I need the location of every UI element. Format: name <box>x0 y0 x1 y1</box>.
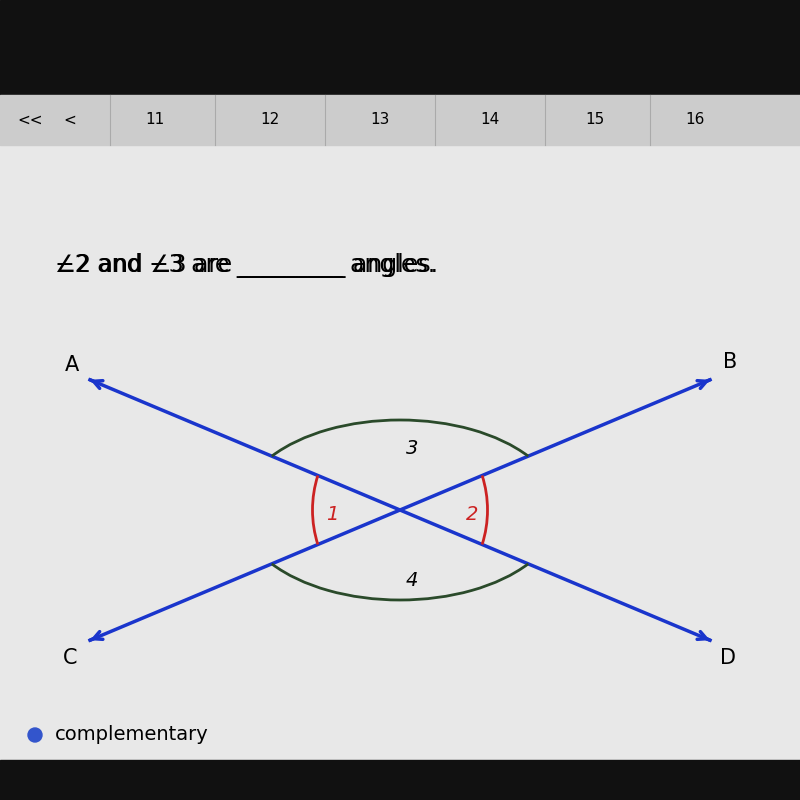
Circle shape <box>28 728 42 742</box>
Text: A: A <box>65 355 79 374</box>
Text: <<: << <box>18 113 42 127</box>
Text: −2 and −3 are _________ angles.: −2 and −3 are _________ angles. <box>55 253 435 278</box>
Text: 2: 2 <box>466 506 478 525</box>
Text: 1: 1 <box>326 506 338 525</box>
Text: B: B <box>723 352 737 372</box>
Bar <box>0 0 800 95</box>
Text: 12: 12 <box>260 113 280 127</box>
Text: 11: 11 <box>146 113 165 127</box>
Bar <box>0 760 800 800</box>
Text: <: < <box>64 113 76 127</box>
Text: 13: 13 <box>370 113 390 127</box>
Text: 15: 15 <box>586 113 605 127</box>
Text: C: C <box>62 648 78 668</box>
Text: 4: 4 <box>406 570 418 590</box>
Bar <box>0 145 800 760</box>
Text: D: D <box>720 648 736 668</box>
Text: ∠2 and ∠3 are _________ angles.: ∠2 and ∠3 are _________ angles. <box>55 253 438 278</box>
Bar <box>0 95 800 145</box>
Text: 14: 14 <box>480 113 500 127</box>
Text: 16: 16 <box>686 113 705 127</box>
Text: 3: 3 <box>406 438 418 458</box>
Text: complementary: complementary <box>55 726 209 745</box>
